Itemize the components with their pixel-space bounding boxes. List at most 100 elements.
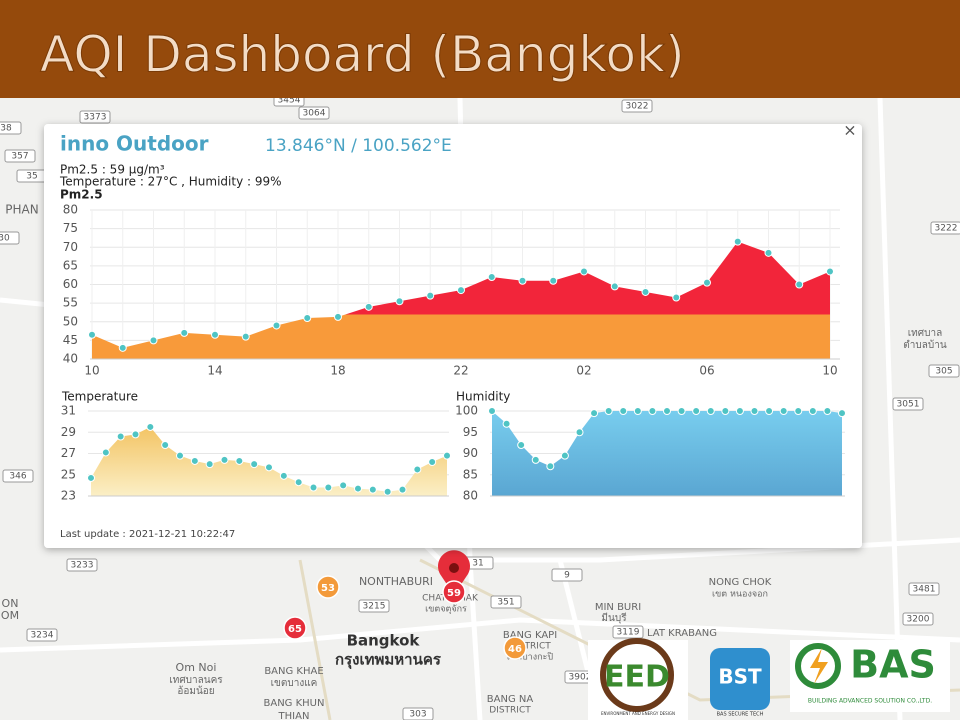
place-label: NONG CHOK	[709, 577, 772, 588]
data-point	[648, 407, 657, 415]
road-number: 303	[409, 710, 426, 720]
data-point	[279, 471, 288, 480]
y-tick-label: 29	[61, 425, 76, 439]
close-button[interactable]: ×	[843, 121, 856, 140]
chart-title: Temperature	[61, 390, 138, 404]
data-point	[764, 248, 773, 257]
road-number: 3233	[71, 561, 94, 571]
data-point	[549, 276, 558, 285]
data-point	[190, 456, 199, 465]
road-number: 9	[564, 571, 570, 581]
road-shield	[902, 612, 934, 626]
data-point	[211, 330, 219, 339]
data-point	[823, 407, 832, 415]
data-point	[610, 282, 619, 291]
data-point	[176, 451, 184, 460]
data-point	[575, 428, 584, 437]
logo-text: BUILDING ADVANCED SOLUTION CO.,LTD.	[808, 698, 932, 705]
data-point	[368, 485, 377, 494]
road-shield	[4, 149, 36, 163]
aqi-marker[interactable]	[503, 636, 527, 660]
place-label: DISTRICT	[489, 706, 531, 716]
map-labels: 3373345430643022383573532223034630530513…	[0, 93, 960, 722]
data-point	[590, 409, 599, 418]
logo-text: BST	[718, 665, 762, 689]
road-number: 3234	[31, 631, 54, 641]
data-point	[146, 422, 155, 431]
data-point	[383, 487, 392, 496]
data-point	[488, 407, 496, 415]
data-point	[703, 278, 711, 287]
place-label: เขตจตุจักร	[425, 605, 467, 615]
data-point	[87, 473, 95, 482]
data-point	[826, 267, 834, 276]
header-bar	[0, 0, 960, 98]
data-point	[324, 483, 333, 492]
y-tick-label: 60	[63, 277, 78, 291]
road-number: 351	[497, 598, 514, 608]
place-label: BANG NA	[487, 694, 534, 705]
y-tick-label: 45	[63, 333, 78, 347]
road-shield	[621, 99, 653, 113]
road-number: 346	[9, 472, 26, 482]
road-number: 3454	[278, 96, 301, 106]
y-tick-label: 90	[463, 446, 478, 460]
aqi-marker-label: 65	[288, 624, 302, 635]
data-point	[398, 485, 407, 494]
data-point	[663, 407, 671, 415]
data-point	[795, 280, 804, 289]
road-number: 305	[935, 367, 952, 377]
data-point	[265, 463, 273, 472]
road-number: 30	[0, 234, 10, 244]
data-point	[149, 336, 158, 345]
data-point	[101, 448, 110, 457]
data-point	[517, 441, 526, 449]
road-shield	[298, 106, 330, 120]
road-number: 3064	[303, 109, 326, 119]
y-tick-label: 80	[63, 203, 78, 217]
road-number: 3215	[363, 602, 386, 612]
place-label: ON	[2, 597, 19, 610]
y-tick-label: 25	[61, 467, 76, 481]
road-shield	[358, 599, 390, 613]
place-label: MIN BURI	[595, 602, 641, 613]
data-point	[672, 293, 681, 302]
road-shield	[0, 121, 22, 135]
place-label: Om Noi	[176, 661, 217, 674]
place-label: เขต หนองจอก	[712, 590, 768, 600]
x-tick-label: 10	[84, 364, 99, 378]
data-point	[808, 407, 817, 415]
data-point	[560, 451, 569, 460]
data-point	[118, 343, 127, 352]
y-tick-label: 40	[63, 352, 78, 366]
data-point	[334, 312, 342, 321]
road-shield	[930, 221, 960, 235]
data-point	[443, 451, 451, 460]
place-label: NONTHABURI	[359, 575, 433, 588]
y-tick-label: 65	[63, 258, 78, 272]
coordinates: 13.846°N / 100.562°E	[265, 136, 452, 156]
x-tick-label: 18	[330, 364, 345, 378]
data-point	[309, 483, 318, 492]
aqi-marker[interactable]	[316, 575, 340, 599]
logo-eed: EED ENVIRONMENT AND ENERGY DESIGN	[588, 638, 688, 720]
place-label: เทศบาลนคร	[169, 675, 223, 686]
place-label: เทศบาล	[908, 328, 942, 339]
data-point	[241, 332, 250, 341]
logo-text: ENVIRONMENT AND ENERGY DESIGN	[601, 711, 675, 716]
y-tick-label: 23	[61, 489, 76, 503]
place-label: อ้อมน้อย	[177, 685, 214, 697]
place-label: OM	[1, 609, 19, 622]
y-tick-label: 85	[463, 467, 478, 481]
place-label: THIAN	[278, 711, 310, 720]
data-point	[339, 481, 348, 490]
data-point	[604, 407, 613, 415]
logo-text: BAS SECURE TECH	[717, 712, 764, 718]
aqi-marker[interactable]	[283, 616, 307, 640]
area	[91, 426, 447, 496]
aqi-marker[interactable]	[442, 580, 466, 604]
place-label: BANG KHAE	[264, 666, 323, 677]
road-number: 31	[472, 559, 483, 569]
data-point	[750, 407, 759, 415]
